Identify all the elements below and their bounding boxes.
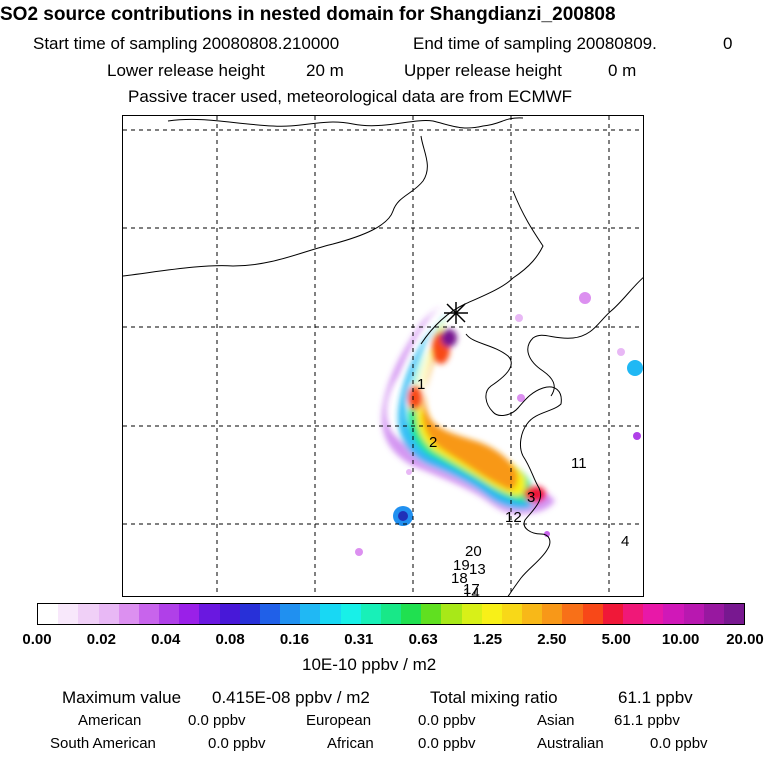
map-canvas: 1 2 3 11 12 4 20 19 13 18 17 14 xyxy=(123,116,643,597)
day-label-18: 18 xyxy=(451,570,468,587)
lower-release-value: 20 m xyxy=(306,61,344,80)
color-scale-units: 10E-10 ppbv / m2 xyxy=(302,655,437,674)
total-mixing-value: 61.1 ppbv xyxy=(618,688,693,707)
day-label-20: 20 xyxy=(465,543,482,560)
region-south-american-value: 0.0 ppbv xyxy=(208,735,266,752)
region-american-name: American xyxy=(78,712,142,729)
color-swatch xyxy=(98,604,119,624)
color-swatch xyxy=(179,604,200,624)
color-swatch xyxy=(340,604,361,624)
max-value: 0.415E-08 ppbv / m2 xyxy=(212,688,370,707)
region-american-value: 0.0 ppbv xyxy=(188,712,246,729)
total-mixing-label: Total mixing ratio xyxy=(430,688,558,707)
color-swatch xyxy=(703,604,724,624)
color-scale-tick-label: 1.25 xyxy=(472,631,503,648)
start-time: Start time of sampling 20080808.210000 xyxy=(33,34,340,53)
release-site-marker xyxy=(444,302,468,324)
map-panel: 1 2 3 11 12 4 20 19 13 18 17 14 xyxy=(122,115,644,597)
color-scale-tick-label: 0.00 xyxy=(22,631,52,648)
scattered-patches xyxy=(355,292,643,556)
color-swatch xyxy=(380,604,402,624)
color-scale-tick-label: 10.00 xyxy=(661,631,700,648)
day-label-4: 4 xyxy=(621,533,629,550)
tracer-note: Passive tracer used, meteorological data… xyxy=(128,87,573,106)
color-swatch xyxy=(58,604,79,624)
day-label-14: 14 xyxy=(463,585,480,597)
color-scale-tick-label: 2.50 xyxy=(537,631,567,648)
upper-release-value: 0 m xyxy=(608,61,637,80)
color-swatch xyxy=(663,604,684,624)
color-swatch xyxy=(159,604,180,624)
day-label-13: 13 xyxy=(469,561,486,578)
region-african-value: 0.0 ppbv xyxy=(418,735,476,752)
plot-title: SO2 source contributions in nested domai… xyxy=(0,4,616,25)
color-swatch xyxy=(219,604,240,624)
color-scale-tick-label: 0.02 xyxy=(86,631,116,648)
region-asian-name: Asian xyxy=(537,712,575,729)
color-swatch xyxy=(461,604,482,624)
color-swatch xyxy=(421,604,442,624)
color-swatch xyxy=(683,604,704,624)
color-swatch xyxy=(118,604,139,624)
color-swatch xyxy=(542,604,563,624)
day-label-1: 1 xyxy=(417,376,425,393)
color-swatch xyxy=(562,604,583,624)
max-value-label: Maximum value xyxy=(62,688,182,707)
color-swatch xyxy=(501,604,523,624)
upper-release-label: Upper release height xyxy=(404,61,562,80)
color-swatch xyxy=(259,604,281,624)
day-label-12: 12 xyxy=(505,509,522,526)
color-swatch xyxy=(320,604,341,624)
day-label-17: 17 xyxy=(463,581,480,597)
coastlines xyxy=(123,117,643,596)
end-time: End time of sampling 20080809. xyxy=(413,34,657,53)
color-swatch xyxy=(401,604,422,624)
color-scale-bar xyxy=(37,603,745,625)
end-time-value: 0 xyxy=(723,34,733,53)
color-swatch xyxy=(360,604,381,624)
color-scale-tick-label: 20.00 xyxy=(726,631,764,648)
color-scale-tick-label: 0.16 xyxy=(279,631,310,648)
color-swatch xyxy=(441,604,462,624)
color-swatch xyxy=(622,604,644,624)
color-swatch xyxy=(602,604,623,624)
color-swatch xyxy=(239,604,260,624)
color-swatch xyxy=(522,604,543,624)
color-swatch xyxy=(300,604,321,624)
region-african-name: African xyxy=(327,735,374,752)
day-label-3: 3 xyxy=(527,489,535,506)
color-swatch xyxy=(723,604,745,624)
color-swatch xyxy=(280,604,301,624)
color-scale-tick-label: 0.04 xyxy=(151,631,181,648)
color-swatch xyxy=(138,604,160,624)
color-swatch xyxy=(643,604,664,624)
region-european-value: 0.0 ppbv xyxy=(418,712,476,729)
color-swatch xyxy=(481,604,502,624)
region-australian-name: Australian xyxy=(537,735,604,752)
color-scale-tick-label: 5.00 xyxy=(601,631,631,648)
region-south-american-name: South American xyxy=(50,735,156,752)
region-australian-value: 0.0 ppbv xyxy=(650,735,708,752)
region-european-name: European xyxy=(306,712,372,729)
day-label-2: 2 xyxy=(429,434,437,451)
day-label-11: 11 xyxy=(571,455,587,472)
color-swatch xyxy=(78,604,99,624)
color-scale-tick-label: 0.08 xyxy=(215,631,245,648)
graticule xyxy=(123,116,643,596)
region-asian-value: 61.1 ppbv xyxy=(614,712,680,729)
concentration-plume xyxy=(381,306,555,514)
color-scale-tick-label: 0.31 xyxy=(344,631,374,648)
lower-release-label: Lower release height xyxy=(107,61,265,80)
color-swatch xyxy=(38,604,59,624)
color-scale-tick-label: 0.63 xyxy=(408,631,438,648)
day-label-19: 19 xyxy=(453,557,470,574)
color-swatch xyxy=(199,604,220,624)
color-swatch xyxy=(582,604,603,624)
